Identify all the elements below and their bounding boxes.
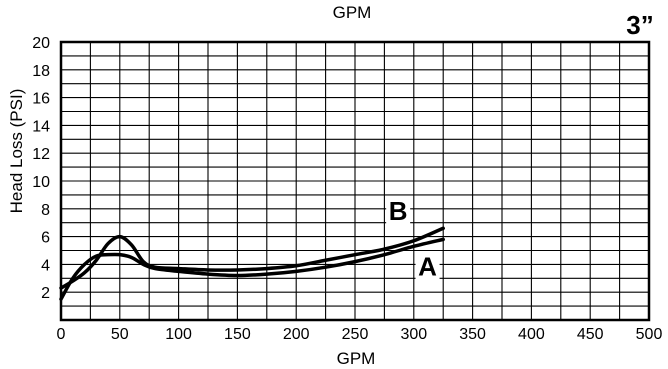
x-tick-label: 150 bbox=[224, 326, 251, 343]
y-tick-label: 4 bbox=[41, 257, 50, 274]
y-tick-label: 18 bbox=[32, 63, 50, 80]
y-axis-title: Head Loss (PSI) bbox=[7, 89, 26, 214]
pipe-size-label: 3” bbox=[626, 10, 653, 40]
tick-labels: 0 50 100 150 200 250 300 350 400 450 500 2 4 6 8 10 12 14… bbox=[32, 35, 662, 343]
x-tick-label: 400 bbox=[518, 326, 545, 343]
y-tick-label: 2 bbox=[41, 285, 50, 302]
series-lines bbox=[59, 226, 445, 301]
x-axis-title: GPM bbox=[337, 349, 376, 368]
series-label-bg bbox=[415, 253, 440, 282]
x-tick-label: 50 bbox=[111, 326, 129, 343]
x-tick-label: 200 bbox=[283, 326, 310, 343]
y-tick-label: 16 bbox=[32, 91, 50, 108]
plot-frame bbox=[59, 40, 651, 322]
x-tick-label: 300 bbox=[400, 326, 427, 343]
series-line-a bbox=[59, 237, 445, 301]
x-tick-label: 0 bbox=[57, 326, 66, 343]
series-labels: BA bbox=[386, 196, 440, 282]
y-tick-label: 6 bbox=[41, 230, 50, 247]
x-tick-label: 250 bbox=[342, 326, 369, 343]
grid bbox=[59, 40, 651, 322]
top-axis-title: GPM bbox=[333, 3, 372, 22]
series-label-b: B bbox=[389, 196, 408, 226]
series-label-a: A bbox=[418, 252, 437, 282]
x-tick-label: 500 bbox=[636, 326, 663, 343]
x-tick-label: 350 bbox=[459, 326, 486, 343]
y-tick-label: 10 bbox=[32, 174, 50, 191]
y-tick-label: 20 bbox=[32, 35, 50, 52]
y-tick-label: 14 bbox=[32, 118, 50, 135]
y-tick-label: 8 bbox=[41, 202, 50, 219]
y-tick-label: 12 bbox=[32, 146, 50, 163]
series-label-bg bbox=[386, 197, 411, 226]
series-line-b bbox=[59, 226, 445, 290]
x-tick-label: 100 bbox=[165, 326, 192, 343]
x-tick-label: 450 bbox=[577, 326, 604, 343]
